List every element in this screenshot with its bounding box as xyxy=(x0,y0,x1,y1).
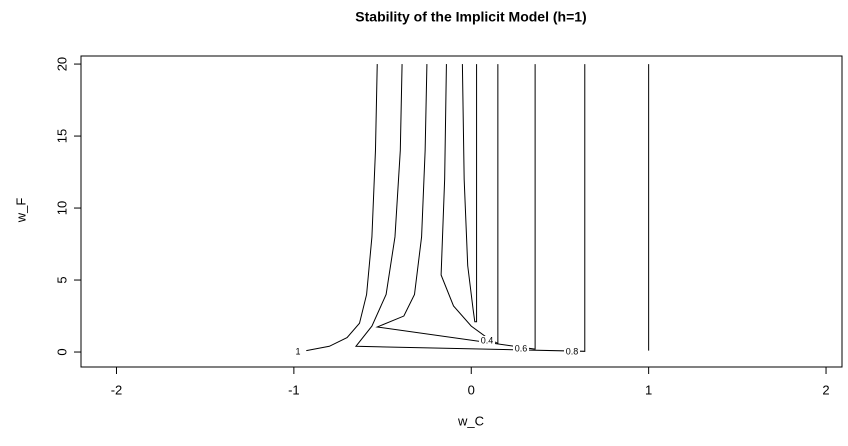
contour-line xyxy=(440,64,499,345)
contour-label: 1 xyxy=(295,346,300,356)
contour-line xyxy=(461,64,478,323)
contour-line xyxy=(375,64,536,350)
x-tick-label: 1 xyxy=(645,382,652,397)
contour-label-bg xyxy=(513,344,529,354)
plot-frame xyxy=(80,55,843,368)
contour-line xyxy=(354,64,586,352)
contour-line xyxy=(306,64,378,352)
contour-label: 0.4 xyxy=(481,335,494,345)
x-tick-label: 0 xyxy=(468,382,475,397)
y-tick-label: 0 xyxy=(54,348,69,355)
y-tick-label: 10 xyxy=(54,201,69,215)
x-tick-label: -2 xyxy=(111,382,123,397)
contour-label: 0.6 xyxy=(515,343,528,353)
y-tick-label: 5 xyxy=(54,276,69,283)
x-axis-label: w_C xyxy=(457,413,484,428)
y-axis-label: w_F xyxy=(13,198,28,224)
y-tick-label: 20 xyxy=(54,57,69,71)
contour-label-bg xyxy=(479,336,495,346)
contour-label: 0.8 xyxy=(566,346,579,356)
x-tick-label: 2 xyxy=(822,382,829,397)
contour-label-bg xyxy=(564,347,580,357)
chart-title: Stability of the Implicit Model (h=1) xyxy=(355,9,586,25)
x-tick-label: -1 xyxy=(288,382,300,397)
y-tick-label: 15 xyxy=(54,129,69,143)
contour-label-bg xyxy=(290,347,306,357)
